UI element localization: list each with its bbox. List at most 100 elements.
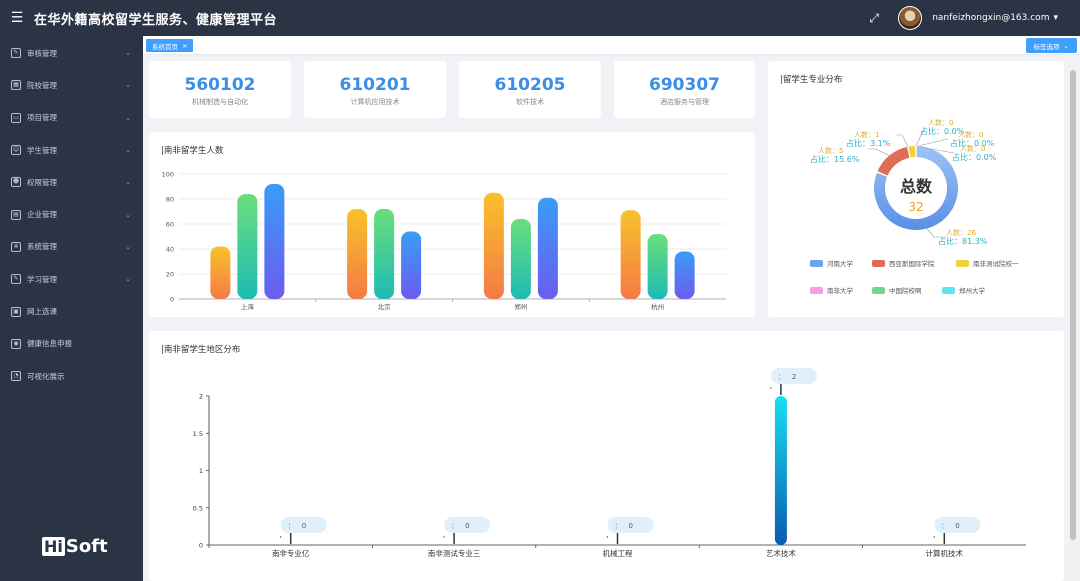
x-tick-label: 北京 — [378, 302, 392, 311]
region-distribution-chart: 0 0.5 1 1.5 2 南非专业亿 ： 0 南非测试专业三 ： 0 机械工程 ： 0 艺术技术 ： 2 计算机… — [193, 368, 1026, 558]
fullscreen-icon[interactable]: ⤢ — [869, 10, 879, 25]
gear-icon: ✲ — [11, 241, 21, 252]
user-email: nanfeizhongxin@163.com — [932, 13, 1050, 23]
callout-line — [896, 134, 909, 148]
panel-title: |南非留学生地区分布 — [161, 345, 241, 355]
sidebar-item-label: 学习管理 — [27, 274, 57, 284]
donut-center-label: 总数 — [900, 177, 933, 196]
tooltip-value: 0 — [955, 522, 959, 530]
stat-label: 酒店服务与管理 — [660, 98, 709, 106]
bar — [647, 234, 668, 299]
legend-label: 郑州大学 — [959, 286, 986, 295]
tooltip-prefix: ： — [288, 522, 295, 530]
chevron-down-icon: ⌄ — [125, 113, 131, 122]
menu-toggle-icon[interactable]: ☰ — [10, 10, 24, 26]
tooltip-value: 0 — [465, 522, 469, 530]
sidebar-item[interactable]: ✎ 学习管理 ⌄ — [0, 263, 143, 295]
close-icon[interactable]: × — [182, 41, 188, 50]
pin-dot — [933, 536, 935, 538]
user-icon: ☺ — [11, 145, 21, 156]
value-tooltip — [607, 517, 654, 533]
y-tick-label: 0 — [199, 542, 203, 550]
callout-label: 人数：0占比：0.0% — [952, 144, 997, 162]
stat-card: 690307 酒店服务与管理 — [614, 61, 755, 118]
callout-percent: 占比：0.0% — [952, 152, 997, 162]
stat-value: 610201 — [339, 75, 411, 95]
sidebar-item[interactable]: ✲ 系统管理 ⌄ — [0, 231, 143, 263]
callout-percent: 占比：0.0% — [950, 138, 995, 148]
callout-count: 人数：26 — [946, 228, 976, 237]
bar — [237, 194, 258, 299]
bar — [210, 246, 231, 299]
sidebar-item-label: 可视化展示 — [27, 371, 65, 381]
bar — [774, 396, 787, 545]
y-tick-label: 1 — [199, 467, 203, 475]
building-icon: ▦ — [11, 80, 21, 91]
user-menu[interactable]: nanfeizhongxin@163.com ▾ — [932, 13, 1058, 23]
scrollbar-thumb[interactable] — [1070, 70, 1076, 540]
top-bar: ☰ 在华外籍高校留学生服务、健康管理平台 ⤢ nanfeizhongxin@16… — [0, 0, 1080, 36]
chevron-down-icon: ⌄ — [125, 178, 131, 187]
sidebar-item[interactable]: ▦ 院校管理 ⌄ — [0, 69, 143, 101]
callout-label: 人数：1占比：3.1% — [846, 130, 891, 148]
chevron-down-icon: ⌄ — [125, 210, 131, 219]
bar — [264, 184, 285, 299]
y-tick-label: 0.5 — [193, 504, 203, 512]
legend-swatch — [810, 287, 823, 294]
pin-dot — [606, 536, 609, 538]
stat-value: 690307 — [649, 75, 720, 95]
tooltip-value: 2 — [792, 373, 796, 381]
callout-line — [919, 146, 955, 154]
y-tick-label: 20 — [166, 271, 174, 279]
tooltip-prefix: ： — [941, 522, 948, 530]
x-tick-label: 郑州 — [514, 303, 527, 311]
sidebar-item[interactable]: ◔ 可视化展示 — [0, 360, 143, 392]
clock-icon: ◔ — [11, 371, 21, 382]
monitor-icon: ▭ — [11, 112, 21, 123]
chevron-down-icon: ⌄ — [125, 49, 131, 58]
chevron-down-icon: ⌄ — [1063, 41, 1069, 50]
stat-label: 软件技术 — [516, 98, 544, 106]
tab-home[interactable]: 系统首页 × — [146, 39, 194, 52]
sidebar-item[interactable]: ☺ 学生管理 ⌄ — [0, 134, 143, 166]
sidebar-menu: ✎ 审核管理 ⌄ ▦ 院校管理 ⌄ ▭ 项目管理 ⌄ ☺ 学生管理 ⌄ ☻ 权限管理 ⌄ ▤ 企业管理 ⌄ ✲ 系统管… — [0, 37, 143, 392]
y-tick-label: 0 — [170, 296, 174, 304]
page-scrollbar[interactable] — [1069, 62, 1077, 581]
y-tick-label: 60 — [166, 221, 174, 229]
panel-title: |南非留学生人数 — [161, 146, 224, 156]
sidebar-item[interactable]: ✎ 审核管理 ⌄ — [0, 37, 143, 69]
pin-dot — [770, 387, 772, 389]
callout-line — [868, 148, 893, 158]
y-tick-label: 40 — [166, 246, 174, 254]
avatar[interactable] — [898, 6, 923, 30]
hisoft-logo: Hi Soft — [42, 536, 108, 557]
tab-options-button[interactable]: 标签选项 ⌄ — [1025, 38, 1077, 53]
sidebar-item-label: 学生管理 — [27, 145, 57, 155]
panel-title: |留学生专业分布 — [780, 75, 843, 85]
callout-line — [917, 138, 949, 147]
bar — [347, 209, 368, 299]
stat-label: 计算机应用技术 — [350, 98, 400, 106]
callout-percent: 占比：0.0% — [920, 126, 965, 136]
y-tick-label: 80 — [166, 196, 174, 204]
tab-options-label: 标签选项 — [1033, 42, 1060, 51]
bar — [374, 209, 395, 299]
tooltip-value: 0 — [629, 522, 633, 530]
x-tick-label: 杭州 — [651, 302, 664, 311]
chevron-down-icon: ⌄ — [125, 146, 131, 155]
app-title: 在华外籍高校留学生服务、健康管理平台 — [34, 12, 278, 28]
stat-label: 机械制造与自动化 — [192, 98, 248, 106]
chevron-down-icon: ⌄ — [125, 81, 131, 90]
legend-swatch — [810, 260, 823, 267]
user-key-icon: ☻ — [11, 177, 21, 188]
course-icon: ▣ — [11, 306, 21, 317]
sidebar-item[interactable]: ▣ 网上选课 — [0, 295, 143, 327]
major-distribution-chart: 总数32人数：26占比：81.3%人数：5占比：15.6%人数：1占比：3.1%… — [810, 118, 1019, 295]
sidebar-item[interactable]: ▭ 项目管理 ⌄ — [0, 102, 143, 134]
legend-label: 南非测试院校一 — [973, 259, 1019, 268]
sidebar-item[interactable]: ◉ 健康信息申报 — [0, 328, 143, 360]
sidebar-item[interactable]: ▤ 企业管理 ⌄ — [0, 198, 143, 230]
sidebar-item[interactable]: ☻ 权限管理 ⌄ — [0, 166, 143, 198]
x-tick-label: 南非专业亿 — [272, 548, 310, 558]
